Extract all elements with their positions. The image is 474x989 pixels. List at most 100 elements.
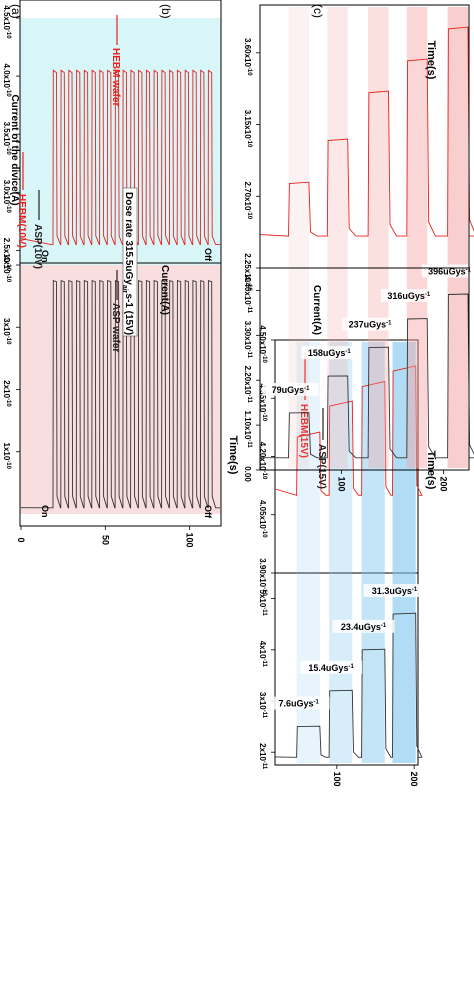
c-bottom-tick-label: 4.40x10-11 xyxy=(243,276,252,314)
b-top-tick-label: 4.05x10-10 xyxy=(258,500,267,538)
b-pulse-band xyxy=(296,342,320,763)
legend-label-hebm-15v: HEBM(15V) xyxy=(298,404,309,458)
c-top-tick-label: 3.15x10-10 xyxy=(243,110,252,148)
c-pulse-band xyxy=(288,7,309,468)
panel-a-xlabel: Time(s) xyxy=(227,436,239,475)
panel-a-on-bottom: On xyxy=(40,505,50,518)
c-top-tick-label: 3.60x10-10 xyxy=(243,38,252,76)
panel-a-x-tick-label: 0 xyxy=(16,537,26,542)
panel-a-top-tick-label: 4.0x10-10 xyxy=(2,64,11,98)
c-x-tick-label: 200 xyxy=(439,476,449,491)
legend-label-hebm-wafer: HEBM wafer xyxy=(110,48,121,106)
c-bottom-tick-label: 0.00 xyxy=(243,466,252,482)
panel-a-x-tick-label: 50 xyxy=(100,535,110,545)
b-top-tick-label: 4.20x10-10 xyxy=(258,442,267,480)
panel-c-x-ticks: 100 200 xyxy=(337,470,449,492)
b-top-tick-label: 3.90x10-10 xyxy=(258,558,267,596)
legend-label-hebm-10v: HEBM(10V) xyxy=(16,194,27,248)
c-dose-bg xyxy=(301,346,358,360)
panel-b-bottom-ticks: 5x10-11 4x10-11 3x10-11 2x10-11 xyxy=(258,590,275,770)
panel-a-dose-label: Dose rate 315.5uGyairs-1 (15V) xyxy=(121,192,134,335)
c-bottom-tick-label: 1.10x10-11 xyxy=(243,410,252,448)
panel-a-top-bg xyxy=(20,18,221,265)
b-pulse-band xyxy=(392,342,416,763)
panel-a-top-tick-label: 3.0x10-10 xyxy=(2,180,11,214)
panel-c-dose-labels: 79uGys-1 158uGys-1 237uGys-1 316uGys-1 396uG… xyxy=(262,264,474,396)
c-x-tick-label: 100 xyxy=(337,476,347,491)
b-dose-bg xyxy=(363,583,426,597)
b-pulse-band xyxy=(361,342,385,763)
panel-a-ylabel: Current of the divice(A) xyxy=(9,94,20,205)
panel-b-ylabel: Current(A) xyxy=(159,265,170,315)
c-bottom-tick-label: 3.30x10-11 xyxy=(243,321,252,359)
b-bottom-tick-label: 2x10-11 xyxy=(258,743,267,770)
rotated-figure: (a) Current of the divice(A) 4.5x10-104.… xyxy=(2,0,474,787)
panel-b-dose-labels: 7.6uGys-1 15.4uGys-1 23.4uGys-1 31.3uGys-1 xyxy=(267,583,426,710)
c-bottom-tick-label: 2.20x10-11 xyxy=(243,366,252,404)
panel-b-asp-series xyxy=(274,612,423,758)
b-dose-label: 23.4uGys-1 xyxy=(341,622,387,632)
legend-label-asp-wafer: ASP wafer xyxy=(110,303,121,352)
panel-b-legend-asp: ASP(15V) xyxy=(316,408,327,489)
panel-c-top-ticks: 3.60x10-10 3.15x10-10 2.70x10-10 2.25x10-10 xyxy=(243,38,260,291)
b-dose-bg xyxy=(300,660,363,674)
b-bottom-tick-label: 3x10-11 xyxy=(258,692,267,719)
panel-a-top-tick-label: 3.5x10-10 xyxy=(2,122,11,156)
c-frame xyxy=(259,4,470,471)
panel-c-legend-asp: ASP(10V) xyxy=(32,190,43,269)
b-bottom-tick-label: 5x10-11 xyxy=(258,590,267,617)
b-dose-bg xyxy=(267,696,330,710)
c-dose-group: 316uGys-1 xyxy=(380,289,437,303)
panel-c-frame-group xyxy=(259,4,470,471)
c-dose-bg xyxy=(380,289,437,303)
panel-a-x-ticks: 0 50 100 xyxy=(16,526,195,548)
panel-a-bottom-bg xyxy=(20,265,221,514)
panel-a-bottom-tick-label: 4x10-10 xyxy=(2,256,11,283)
c-dose-label: 316uGys-1 xyxy=(387,291,431,301)
b-pulse-band xyxy=(329,342,353,763)
panel-a-off-top: Off xyxy=(203,248,213,262)
b-x-tick-label: 100 xyxy=(332,771,342,786)
panel-c-asp-series xyxy=(259,293,474,459)
panel-a-hebm-series xyxy=(20,69,220,246)
b-dose-group: 7.6uGys-1 xyxy=(267,696,330,710)
panel-b-hebm-series xyxy=(274,365,423,496)
c-dose-group: 237uGys-1 xyxy=(342,317,399,331)
c-dose-label: 237uGys-1 xyxy=(349,320,393,330)
b-top-tick-label: 4.35x10-10 xyxy=(258,383,267,421)
c-pulse-band xyxy=(327,7,348,468)
panel-a-x-tick-label: 100 xyxy=(185,532,195,547)
panel-a-bottom-tick-label: 1x10-10 xyxy=(2,443,11,470)
panel-c-legend-hebm: HEBM(10V) xyxy=(16,152,27,248)
panel-a-legend-hebm: HEBM wafer xyxy=(110,15,121,106)
c-pulse-band xyxy=(447,7,468,468)
panel-a-off-bottom: Off xyxy=(203,505,213,519)
b-dose-group: 31.3uGys-1 xyxy=(363,583,426,597)
c-dose-bg xyxy=(342,317,399,331)
panel-c: (c) Current(A) 3.60x10-10 3.15x10-10 2.70x… xyxy=(16,4,474,492)
b-dose-label: 15.4uGys-1 xyxy=(308,663,354,673)
panel-b-x-ticks: 100 200 xyxy=(332,765,419,787)
panel-a-bottom-ticks: 4x10-10 3x10-10 2x10-10 1x10-10 xyxy=(2,256,20,470)
panel-a-bottom-tick-label: 2x10-10 xyxy=(2,380,11,407)
c-dose-group: 158uGys-1 xyxy=(301,346,358,360)
b-dose-bg xyxy=(332,619,395,633)
c-top-tick-label: 2.25x10-10 xyxy=(243,253,252,291)
b-bottom-tick-label: 4x10-11 xyxy=(258,641,267,668)
panel-a-dose-box xyxy=(122,187,138,337)
panel-c-label: (c) xyxy=(311,4,325,18)
c-dose-bg xyxy=(262,382,319,396)
c-dose-group: 396uGys-1 xyxy=(421,264,474,278)
c-dose-label: 79uGys-1 xyxy=(272,385,311,395)
panel-c-ylabel: Current(A) xyxy=(311,285,322,335)
b-dose-label: 31.3uGys-1 xyxy=(372,586,418,596)
c-pulse-band xyxy=(368,7,389,468)
panel-a: (a) Current of the divice(A) 4.5x10-104.… xyxy=(2,0,239,548)
panel-c-xlabel: Time(s) xyxy=(425,41,437,80)
b-dose-group: 15.4uGys-1 xyxy=(300,660,363,674)
panel-b-frame xyxy=(274,339,419,766)
panel-c-hebm-series xyxy=(259,26,474,237)
panel-a-top-tick-label: 2.5x10-10 xyxy=(2,238,11,272)
